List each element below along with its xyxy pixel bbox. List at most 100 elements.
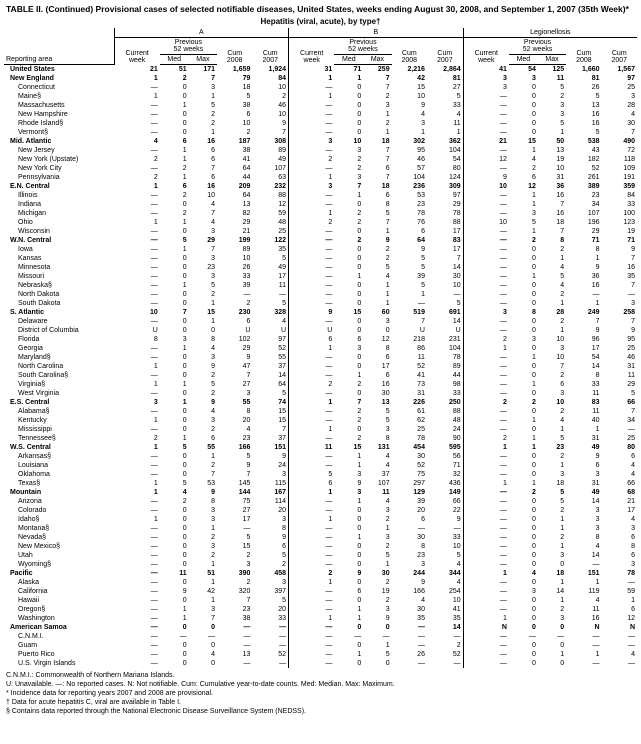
data-cell: 7 xyxy=(217,596,252,605)
data-cell: 3 xyxy=(334,146,363,155)
data-cell: 1 xyxy=(334,74,363,83)
data-cell: 59 xyxy=(602,587,637,596)
data-cell: 0 xyxy=(334,263,363,272)
data-cell: — xyxy=(289,272,335,281)
data-cell: 1 xyxy=(289,614,335,623)
data-cell: — xyxy=(392,524,427,533)
data-cell: 0 xyxy=(509,101,538,110)
data-cell: 4 xyxy=(509,569,538,578)
data-cell: 2 xyxy=(538,371,566,380)
data-cell: 1 xyxy=(363,641,391,650)
data-cell: 2 xyxy=(217,551,252,560)
data-cell: 11 xyxy=(392,353,427,362)
data-cell: 88 xyxy=(427,407,463,416)
data-cell: 4 xyxy=(189,200,217,209)
data-cell: 0 xyxy=(509,524,538,533)
data-cell: — xyxy=(114,83,160,92)
data-cell: 1 xyxy=(538,299,566,308)
area-cell: Colorado xyxy=(4,506,114,515)
data-cell: 35 xyxy=(427,614,463,623)
data-cell: 2 xyxy=(538,506,566,515)
data-cell: 3 xyxy=(334,344,363,353)
data-cell: 4 xyxy=(363,272,391,281)
data-cell: 1 xyxy=(289,92,335,101)
area-cell: Montana§ xyxy=(4,524,114,533)
data-cell: 17 xyxy=(602,506,637,515)
table-row: New Hampshire—02610—0144—03164 xyxy=(4,110,637,119)
data-cell: 1 xyxy=(538,542,566,551)
data-cell: 17 xyxy=(252,272,288,281)
data-cell: 3 xyxy=(217,389,252,398)
footnotes: C.N.M.I.: Commonwealth of Northern Maria… xyxy=(0,668,641,719)
data-cell: — xyxy=(289,299,335,308)
data-cell: 3 xyxy=(538,389,566,398)
data-cell: — xyxy=(427,524,463,533)
area-cell: New Jersey xyxy=(4,146,114,155)
data-cell: 1 xyxy=(160,398,189,407)
data-cell: 9 xyxy=(566,263,601,272)
data-cell: 80 xyxy=(602,443,637,452)
data-cell: 9 xyxy=(427,515,463,524)
data-cell: 4 xyxy=(114,137,160,146)
data-cell: 3 xyxy=(334,488,363,497)
data-cell: 1 xyxy=(160,218,189,227)
data-cell: 1,567 xyxy=(602,65,637,75)
data-cell: 0 xyxy=(334,542,363,551)
data-cell: 1 xyxy=(538,524,566,533)
data-cell: 16 xyxy=(566,119,601,128)
data-cell: — xyxy=(252,290,288,299)
data-cell: 9 xyxy=(392,578,427,587)
data-cell: 1 xyxy=(538,515,566,524)
data-cell: 1 xyxy=(509,434,538,443)
data-cell: 1 xyxy=(509,200,538,209)
table-row: Washington—17383311935351031612 xyxy=(4,614,637,623)
data-cell: 7 xyxy=(189,164,217,173)
data-cell: 2 xyxy=(363,119,391,128)
data-cell: 5 xyxy=(538,434,566,443)
area-cell: Kansas xyxy=(4,254,114,263)
area-cell: Iowa xyxy=(4,245,114,254)
table-row: Indiana—041312—082329—173433 xyxy=(4,200,637,209)
header-group-b: B xyxy=(289,28,464,38)
data-cell: — xyxy=(114,299,160,308)
data-cell: — xyxy=(114,272,160,281)
data-cell: — xyxy=(114,578,160,587)
data-cell: 4 xyxy=(566,542,601,551)
area-cell: Alaska xyxy=(4,578,114,587)
data-cell: 0 xyxy=(509,425,538,434)
data-cell: 3 xyxy=(602,299,637,308)
data-cell: 33 xyxy=(602,200,637,209)
table-row: Colorado—032720—032022—02317 xyxy=(4,506,637,515)
data-cell: 30 xyxy=(392,452,427,461)
data-cell: 436 xyxy=(427,479,463,488)
data-cell: 10 xyxy=(538,398,566,407)
data-cell: 0 xyxy=(509,578,538,587)
data-cell: 9 xyxy=(463,173,509,182)
data-cell: 0 xyxy=(160,110,189,119)
data-cell: — xyxy=(217,524,252,533)
data-cell: 0 xyxy=(334,551,363,560)
data-cell: 3 xyxy=(602,524,637,533)
data-cell: 81 xyxy=(566,74,601,83)
data-cell: 0 xyxy=(160,524,189,533)
data-cell: 29 xyxy=(217,344,252,353)
data-cell: — xyxy=(463,101,509,110)
data-cell: 1 xyxy=(566,425,601,434)
data-cell: 2 xyxy=(538,452,566,461)
data-cell: 1 xyxy=(363,299,391,308)
data-cell: 0 xyxy=(160,119,189,128)
data-cell: — xyxy=(114,407,160,416)
area-cell: Florida xyxy=(4,335,114,344)
data-cell: 55 xyxy=(189,443,217,452)
data-cell: 78 xyxy=(427,209,463,218)
data-cell: — xyxy=(427,290,463,299)
data-cell: 5 xyxy=(509,218,538,227)
area-cell: Utah xyxy=(4,551,114,560)
data-cell: — xyxy=(114,452,160,461)
data-cell: — xyxy=(566,632,601,641)
area-cell: Ohio xyxy=(4,218,114,227)
data-cell: 24 xyxy=(252,461,288,470)
data-cell: 3 xyxy=(289,182,335,191)
data-cell: 0 xyxy=(334,623,363,632)
data-cell: 0 xyxy=(160,560,189,569)
